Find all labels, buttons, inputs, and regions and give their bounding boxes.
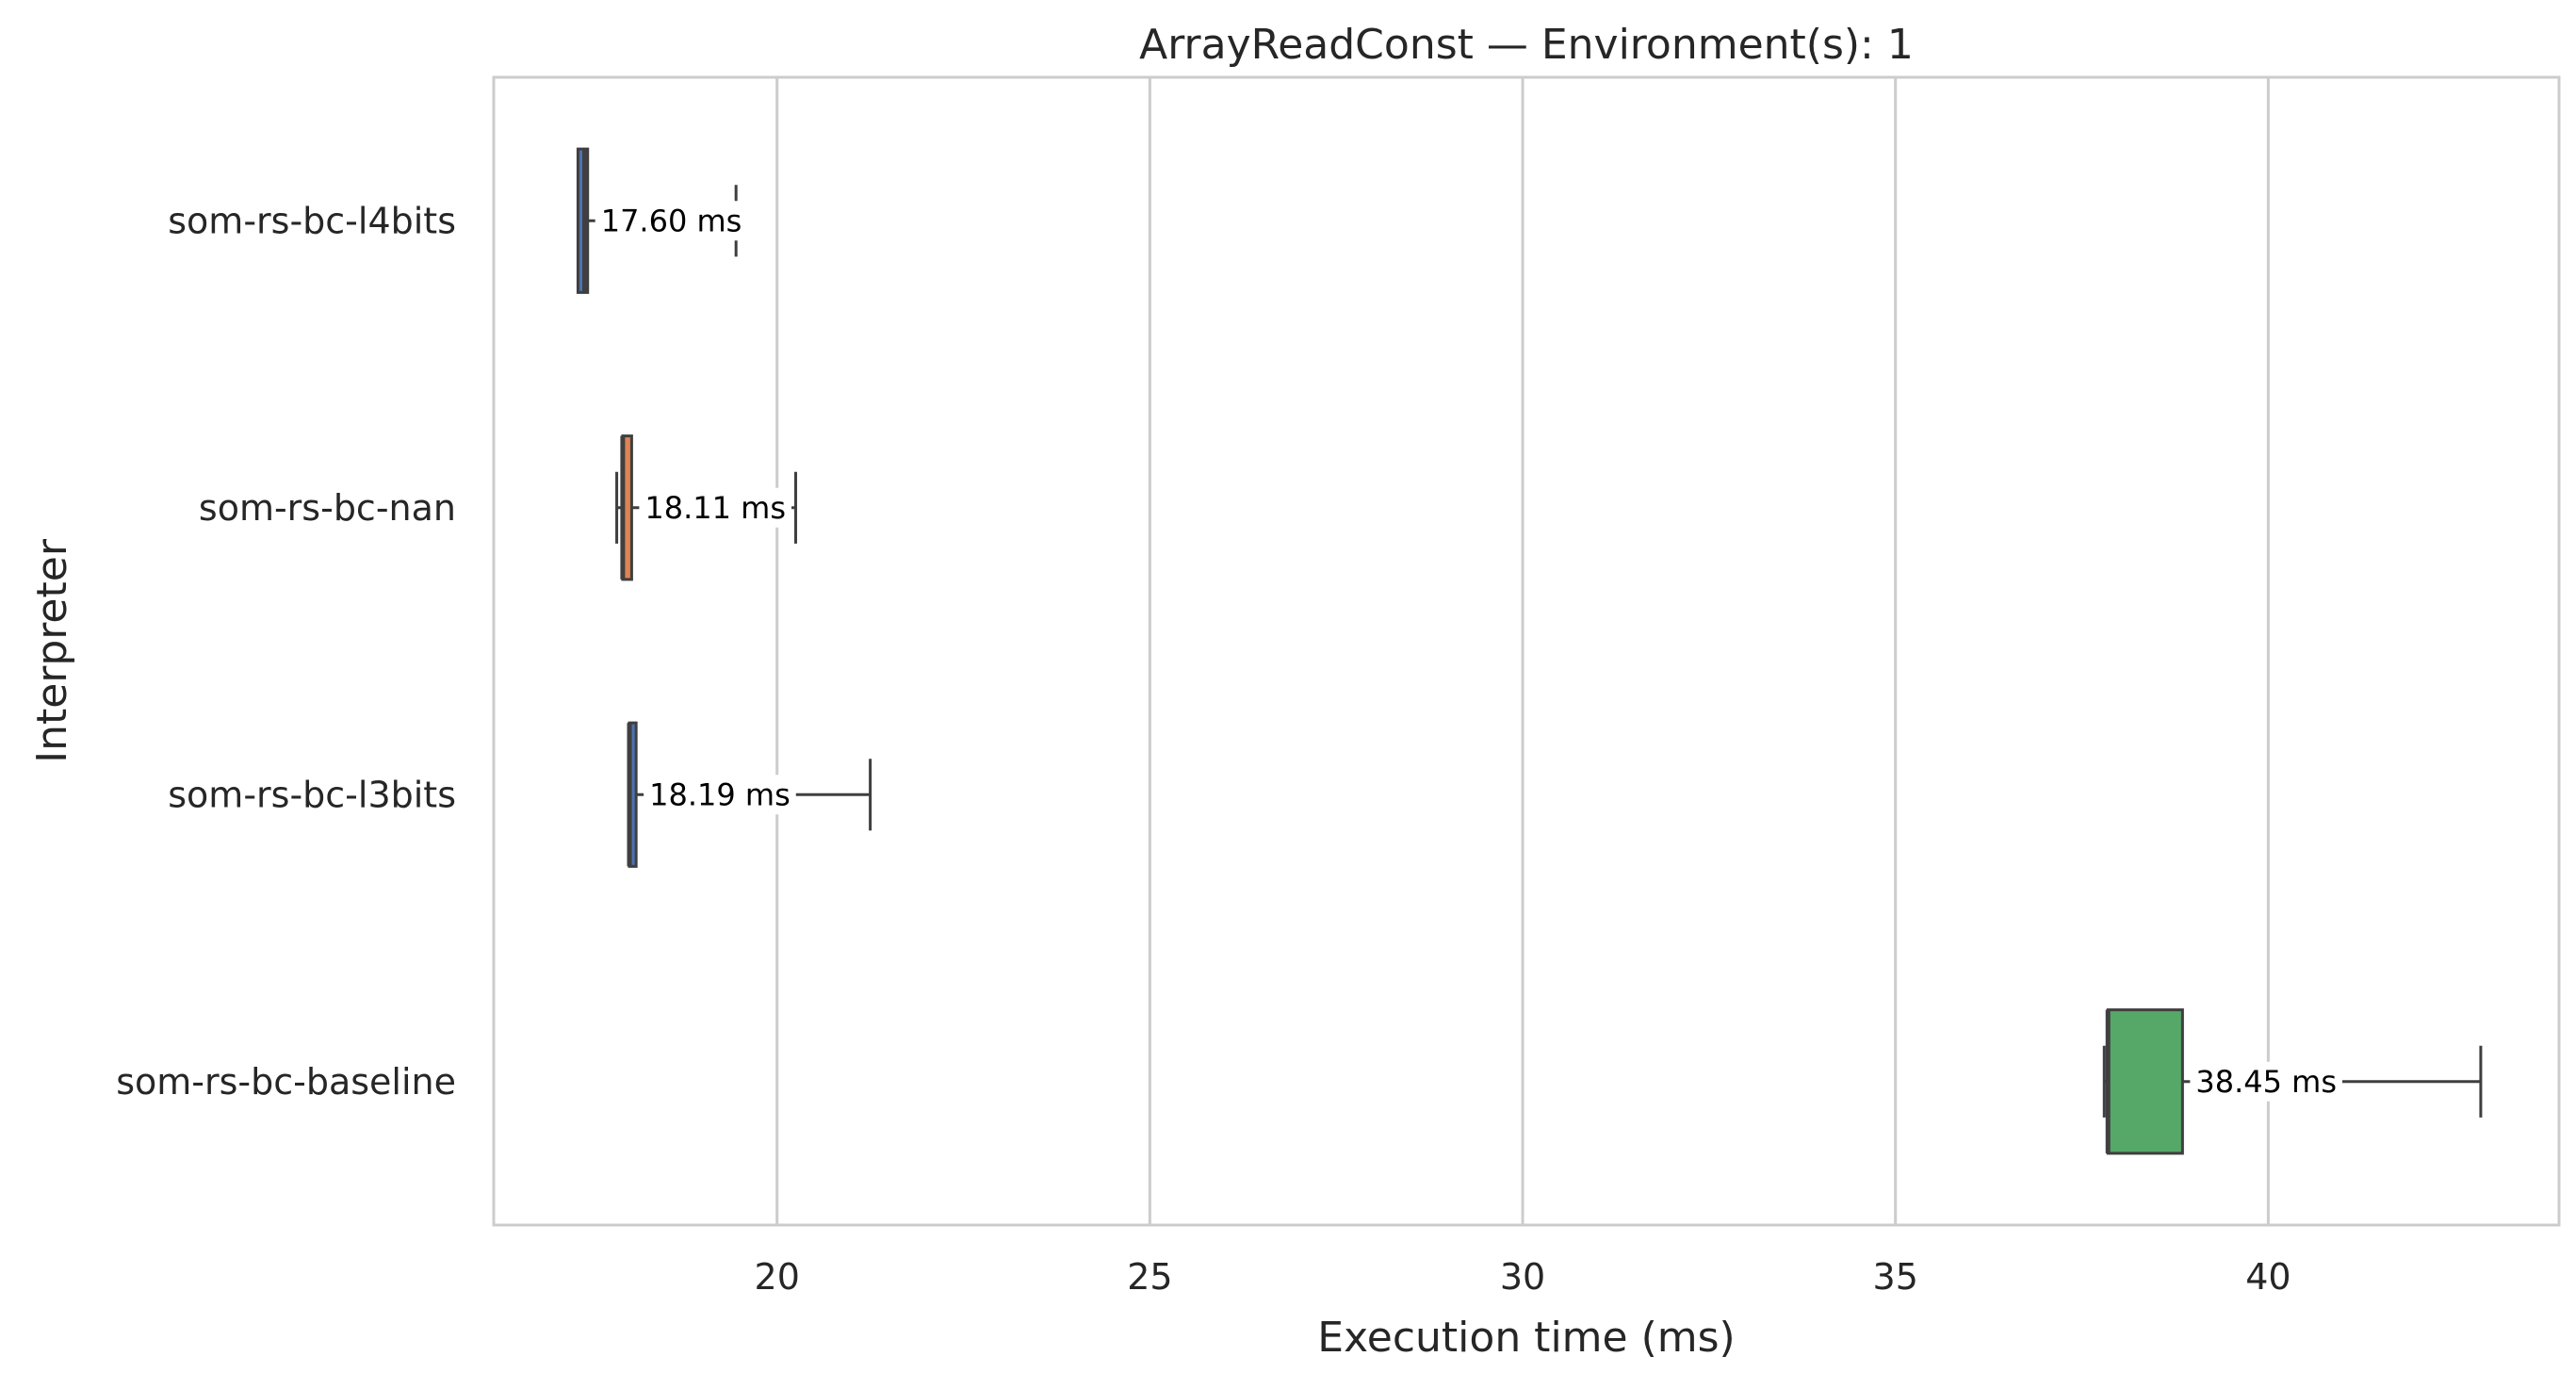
value-label-background	[644, 775, 796, 815]
plot-area-frame	[492, 75, 2561, 1227]
x-tick-label: 35	[1873, 1256, 1918, 1298]
y-tick-label: som-rs-bc-l4bits	[168, 200, 456, 241]
x-axis-label: Execution time (ms)	[1317, 1314, 1735, 1362]
value-label: 18.11 ms	[644, 490, 786, 526]
boxes: 17.60 ms 18.11 ms 18.19 ms 38.45 ms	[576, 147, 2483, 1155]
x-tick-label: 25	[1127, 1256, 1172, 1298]
y-axis-label: Interpreter	[28, 538, 76, 763]
chart-title: ArrayReadConst — Environment(s): 1	[1139, 21, 1914, 69]
box-som-rs-bc-l4bits: 17.60 ms	[576, 147, 748, 294]
value-label-background	[595, 201, 748, 241]
box-som-rs-bc-nan: 18.11 ms	[615, 434, 797, 581]
box-som-rs-bc-l3bits: 18.19 ms	[627, 721, 872, 868]
grid-lines	[775, 77, 2270, 1225]
x-tick-label: 20	[755, 1256, 800, 1298]
y-tick-label: som-rs-bc-baseline	[116, 1061, 456, 1103]
x-tick-label: 30	[1500, 1256, 1545, 1298]
box-som-rs-bc-baseline: 38.45 ms	[2102, 1008, 2483, 1155]
y-tick-label: som-rs-bc-nan	[199, 487, 456, 529]
x-tick-labels: 20 25 30 35 40	[755, 1256, 2291, 1298]
value-label: 17.60 ms	[601, 203, 742, 238]
y-tick-label: som-rs-bc-l3bits	[168, 774, 456, 815]
value-label: 38.45 ms	[2195, 1064, 2337, 1100]
value-label: 18.19 ms	[649, 776, 791, 812]
value-label-background	[2190, 1061, 2343, 1102]
box-iqr	[2106, 1008, 2184, 1155]
x-tick-label: 40	[2245, 1256, 2291, 1298]
y-tick-labels: som-rs-bc-l4bits som-rs-bc-nan som-rs-bc-l…	[116, 200, 456, 1103]
value-label-background	[639, 487, 792, 528]
